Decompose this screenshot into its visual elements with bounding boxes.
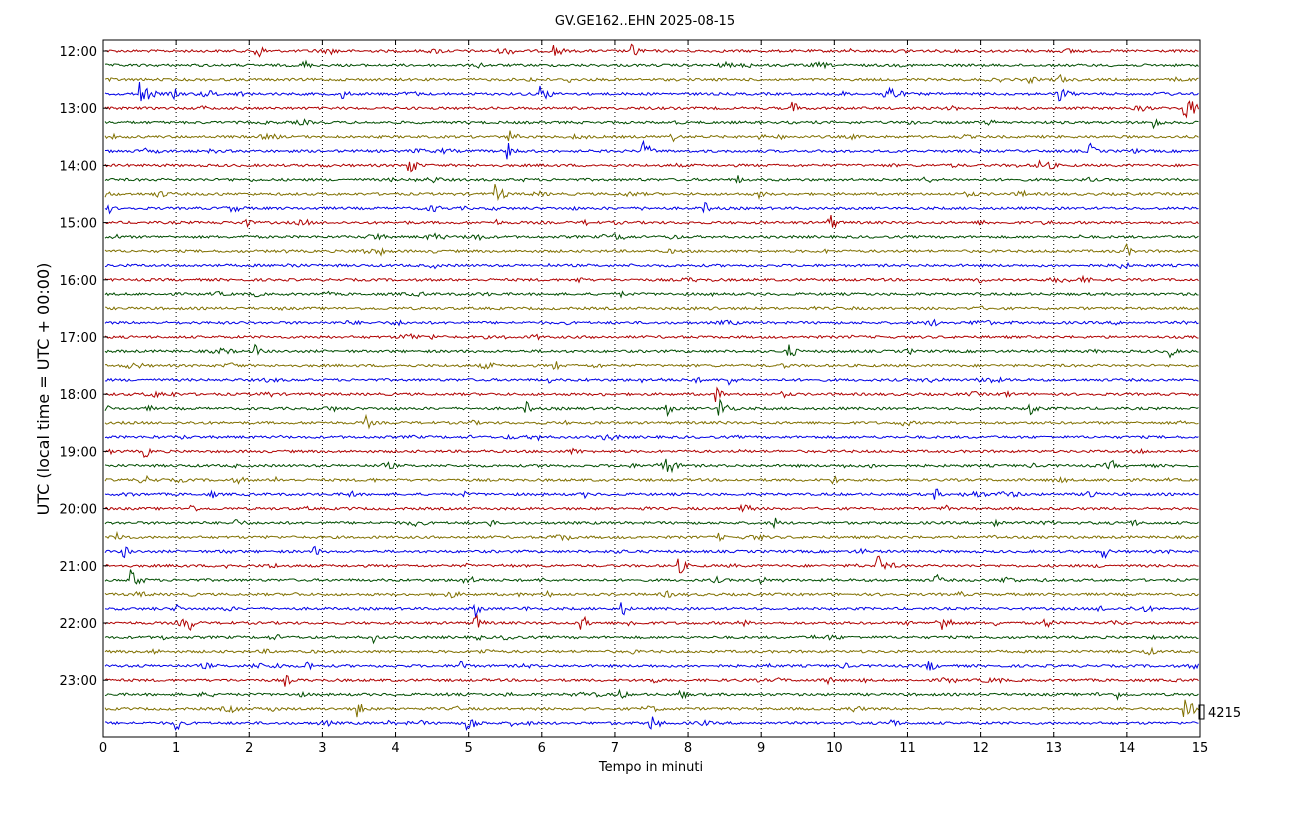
y-tick-label: 17:00 — [60, 331, 97, 346]
seismic-trace — [104, 398, 1199, 418]
x-tick-label: 7 — [611, 741, 619, 756]
seismic-trace — [104, 447, 1199, 458]
seismic-trace — [104, 343, 1199, 359]
y-tick-label: 23:00 — [60, 674, 97, 689]
seismic-trace — [104, 159, 1199, 173]
seismic-trace — [104, 602, 1199, 619]
seismic-trace — [105, 43, 1199, 58]
seismic-trace — [104, 376, 1199, 386]
seismic-trace — [104, 386, 1199, 402]
seismic-trace — [104, 290, 1199, 299]
seismic-trace — [104, 130, 1199, 143]
seismic-trace — [104, 413, 1199, 430]
y-tick-label: 19:00 — [60, 445, 97, 460]
seismic-trace — [104, 458, 1199, 474]
seismic-trace — [104, 589, 1199, 599]
seismic-trace — [104, 361, 1199, 371]
x-tick-label: 8 — [684, 741, 692, 756]
seismic-trace — [104, 646, 1199, 656]
grid-lines — [175, 40, 1128, 737]
seismic-trace — [104, 232, 1199, 242]
seismic-trace — [104, 318, 1199, 327]
x-tick-label: 5 — [465, 741, 473, 756]
plot-frame — [102, 39, 1201, 738]
chart-title: GV.GE162..EHN 2025-08-15 — [555, 14, 735, 29]
seismic-trace — [104, 183, 1199, 202]
seismic-trace — [104, 59, 1199, 70]
seismic-trace — [104, 699, 1199, 718]
seismic-trace — [104, 261, 1199, 270]
x-tick-label: 15 — [1192, 741, 1209, 756]
seismic-trace — [104, 82, 1199, 102]
seismic-trace — [104, 333, 1199, 341]
x-axis-label: Tempo in minuti — [598, 760, 703, 775]
seismic-trace — [104, 517, 1199, 530]
seismic-trace — [104, 674, 1199, 687]
seismic-trace — [104, 118, 1199, 130]
y-tick-label: 21:00 — [60, 560, 97, 575]
x-tick-label: 11 — [899, 741, 916, 756]
seismic-trace — [104, 488, 1199, 500]
seismic-trace — [104, 201, 1199, 215]
x-tick-label: 14 — [1119, 741, 1136, 756]
x-tick-label: 2 — [245, 741, 253, 756]
seismic-trace — [104, 569, 1199, 585]
y-tick-label: 20:00 — [60, 503, 97, 518]
x-tick-label: 13 — [1045, 741, 1062, 756]
y-axis-label: UTC (local time = UTC + 00:00) — [34, 263, 53, 516]
seismic-trace — [104, 274, 1199, 284]
seismic-trace — [104, 530, 1199, 543]
seismic-trace — [104, 688, 1199, 701]
seismic-trace — [104, 474, 1199, 485]
seismic-trace — [104, 73, 1199, 85]
seismic-trace — [104, 433, 1199, 442]
seismic-trace — [104, 716, 1199, 732]
x-tick-label: 0 — [99, 741, 107, 756]
seismic-trace — [104, 305, 1199, 312]
y-tick-label: 16:00 — [60, 274, 97, 289]
trace-group — [104, 43, 1199, 732]
seismic-trace — [104, 545, 1199, 560]
seismic-trace — [104, 555, 1199, 574]
seismic-trace — [104, 242, 1199, 257]
seismic-trace — [104, 660, 1199, 671]
y-tick-label: 14:00 — [60, 159, 97, 174]
y-tick-label: 22:00 — [60, 617, 97, 632]
x-tick-label: 12 — [972, 741, 989, 756]
x-tick-label: 9 — [757, 741, 765, 756]
seismic-trace — [105, 139, 1199, 160]
seismic-trace — [104, 175, 1199, 184]
seismic-trace — [104, 100, 1199, 119]
y-tick-label: 15:00 — [60, 217, 97, 232]
seismic-trace — [104, 614, 1199, 631]
x-axis: 0 1 2 3 4 5 6 7 8 9 10 11 12 13 14 15 — [99, 40, 1208, 756]
y-tick-label: 13:00 — [60, 102, 97, 117]
y-tick-label: 18:00 — [60, 388, 97, 403]
x-tick-label: 10 — [826, 741, 843, 756]
x-tick-label: 3 — [318, 741, 326, 756]
seismic-trace — [104, 503, 1199, 513]
scale-bar — [1198, 704, 1205, 720]
scale-label: 4215 — [1208, 706, 1241, 721]
x-tick-label: 1 — [172, 741, 180, 756]
seismic-trace — [104, 215, 1199, 229]
y-axis: 12:00 13:00 14:00 15:00 16:00 17:00 18:00 19:00… — [60, 45, 108, 689]
x-tick-label: 4 — [391, 741, 399, 756]
seismic-trace — [104, 634, 1199, 645]
y-tick-label: 12:00 — [60, 45, 97, 60]
x-tick-label: 6 — [538, 741, 546, 756]
